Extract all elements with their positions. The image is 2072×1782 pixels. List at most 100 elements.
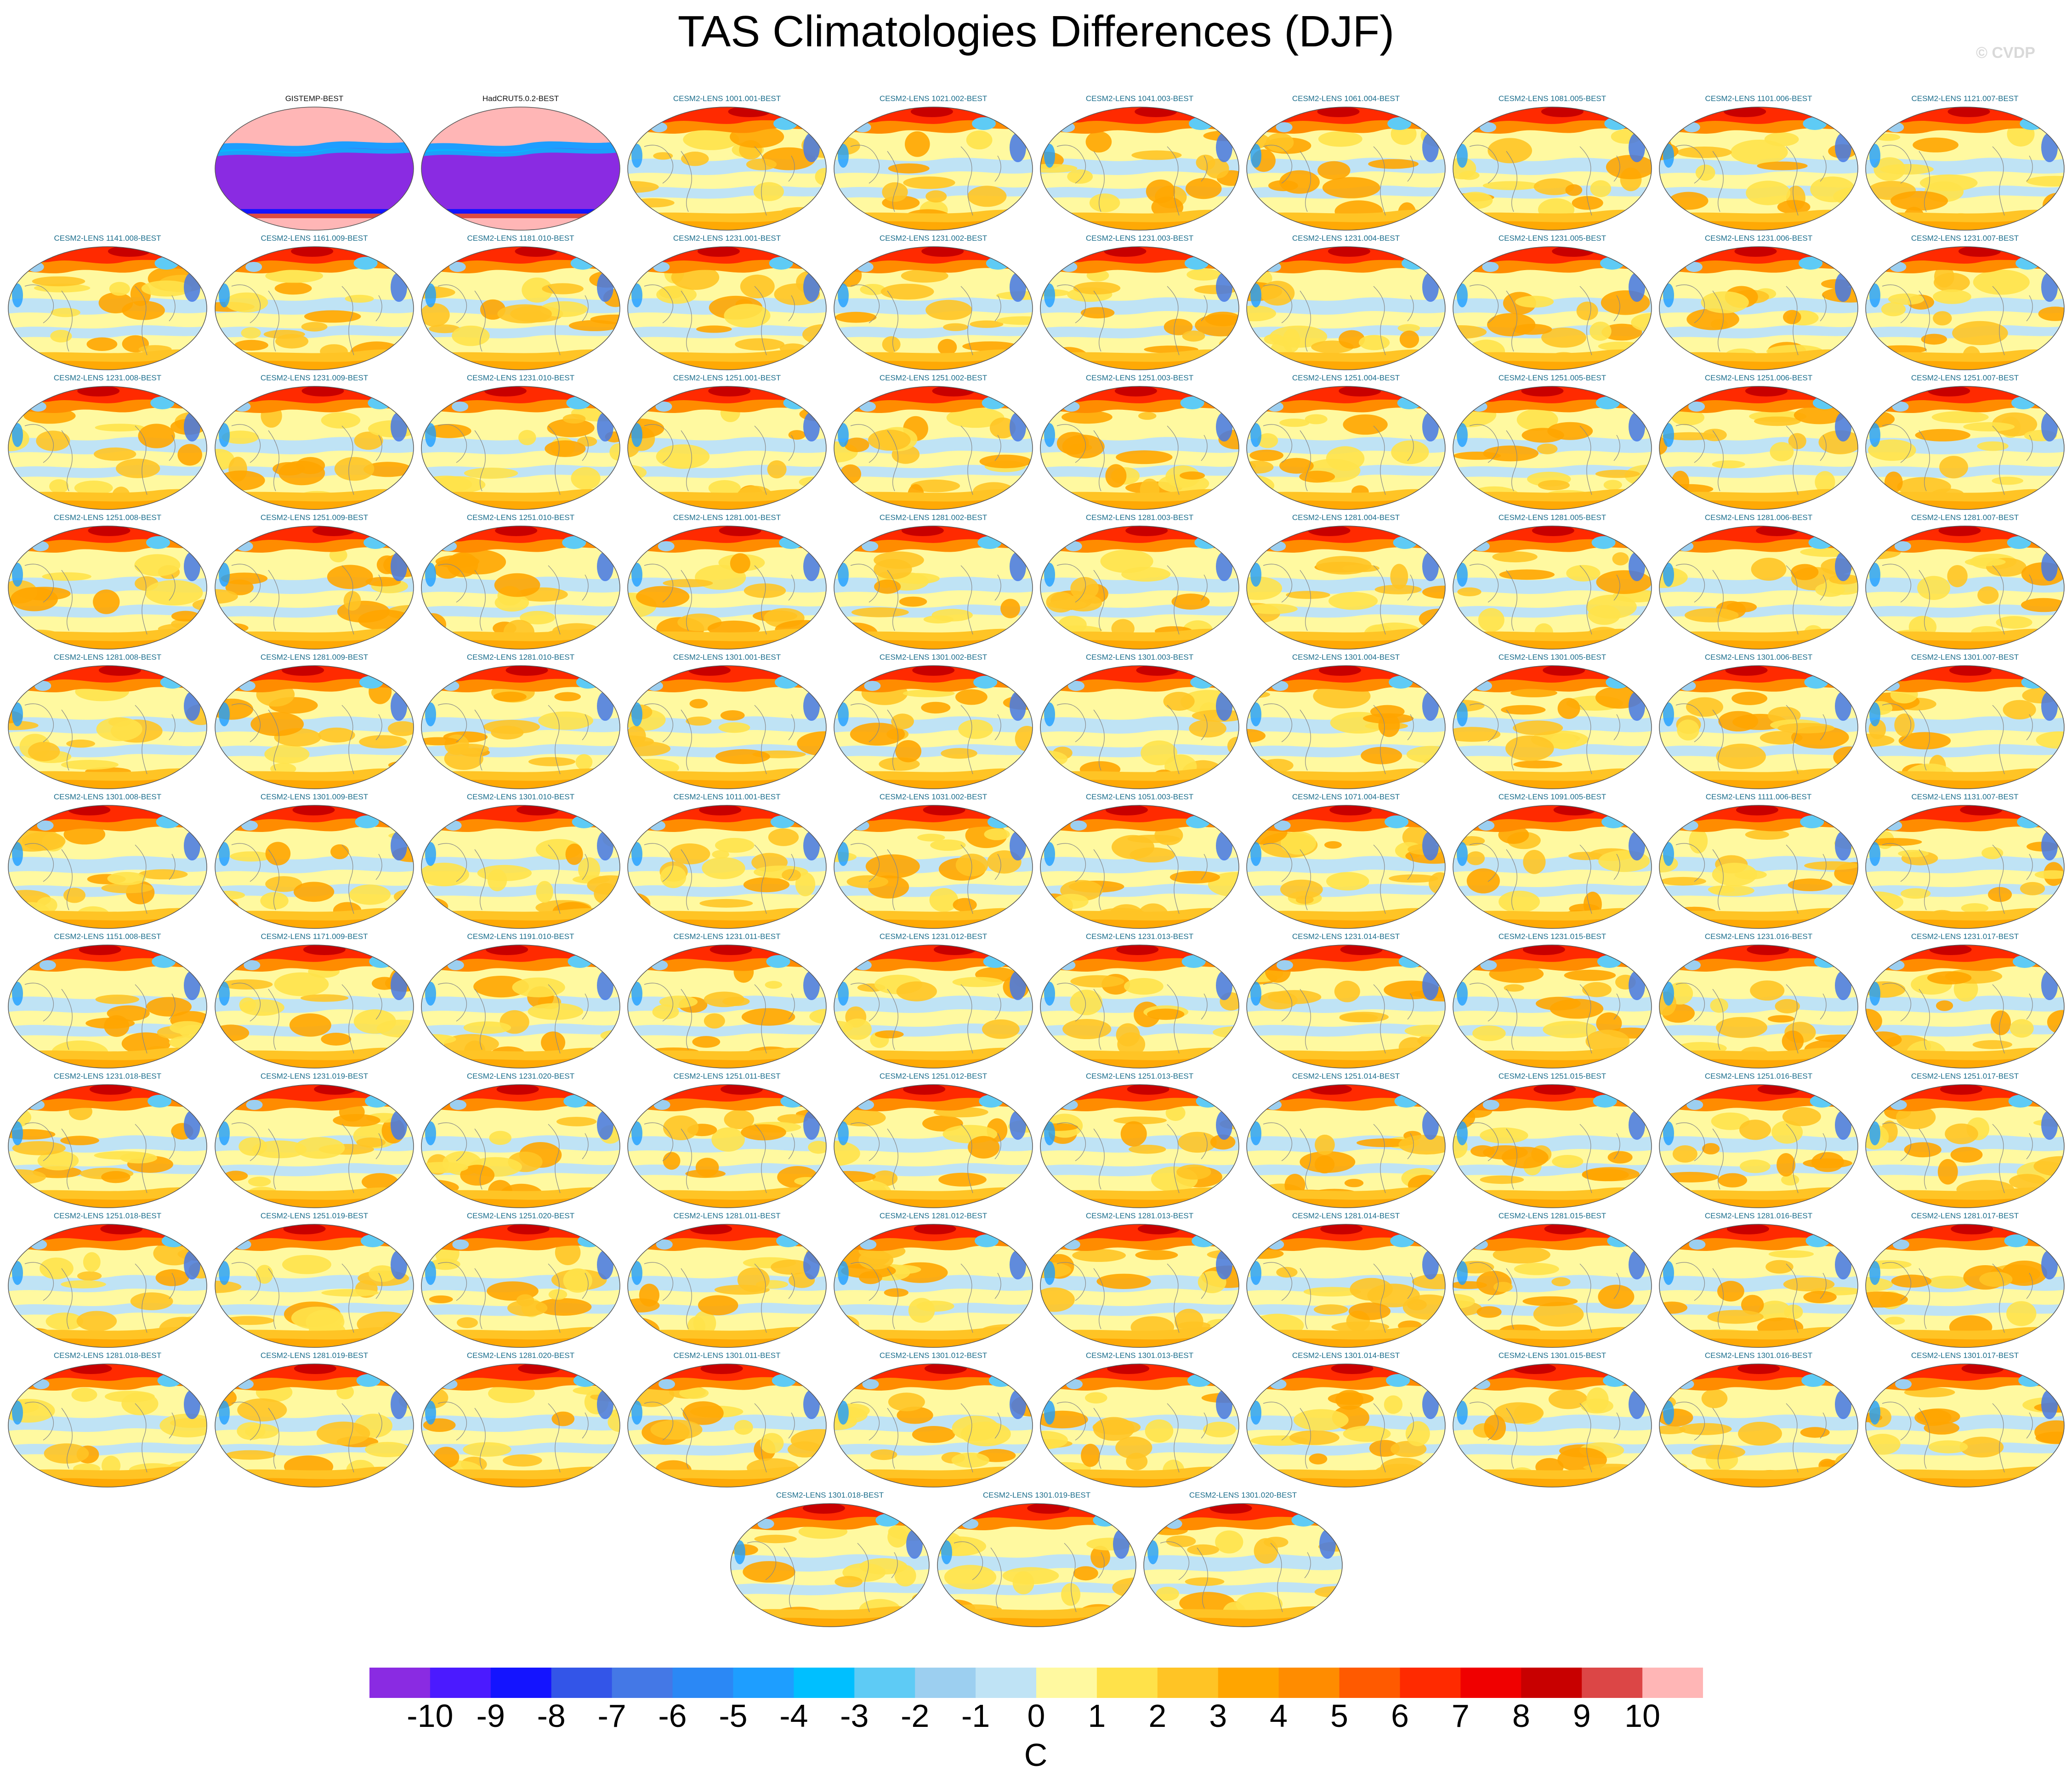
global-map: [1865, 526, 2065, 650]
map-panel: HadCRUT5.0.2-BEST: [420, 94, 622, 232]
map-panel: CESM2-LENS 1281.013-BEST: [1039, 1211, 1241, 1349]
panel-title: CESM2-LENS 1301.010-BEST: [466, 792, 575, 801]
map-panel: CESM2-LENS 1301.019-BEST: [936, 1491, 1138, 1629]
global-map: [1040, 1363, 1239, 1488]
global-map: [1040, 805, 1239, 929]
map-panel: CESM2-LENS 1301.004-BEST: [1245, 653, 1447, 791]
global-map: [1246, 945, 1446, 1069]
map-panel: CESM2-LENS 1281.011-BEST: [626, 1211, 828, 1349]
panel-title: CESM2-LENS 1281.016-BEST: [1704, 1211, 1813, 1220]
panel-title: CESM2-LENS 1231.007-BEST: [1911, 234, 2019, 243]
map-panel: CESM2-LENS 1301.002-BEST: [832, 653, 1034, 791]
panel-title: CESM2-LENS 1251.011-BEST: [673, 1072, 781, 1081]
global-map: [1246, 107, 1446, 231]
global-map: [937, 1503, 1136, 1627]
map-panel: CESM2-LENS 1061.004-BEST: [1245, 94, 1447, 232]
panel-title: CESM2-LENS 1131.007-BEST: [1911, 792, 2019, 801]
map-panel: CESM2-LENS 1071.004-BEST: [1245, 792, 1447, 930]
global-map: [215, 386, 414, 510]
panel-title: CESM2-LENS 1251.017-BEST: [1911, 1072, 2019, 1081]
global-map: [215, 1224, 414, 1348]
global-map: [1453, 526, 1652, 650]
global-map: [1865, 107, 2065, 231]
global-map: [1659, 665, 1858, 789]
global-map: [627, 107, 827, 231]
global-map: [8, 1084, 207, 1208]
map-panel: CESM2-LENS 1231.016-BEST: [1658, 932, 1860, 1070]
map-panel: CESM2-LENS 1281.015-BEST: [1451, 1211, 1653, 1349]
global-map: [1040, 1084, 1239, 1208]
map-panel: CESM2-LENS 1281.009-BEST: [213, 653, 415, 791]
map-panel: CESM2-LENS 1281.005-BEST: [1451, 513, 1653, 651]
map-panel: CESM2-LENS 1101.006-BEST: [1658, 94, 1860, 232]
map-panel: CESM2-LENS 1231.012-BEST: [832, 932, 1034, 1070]
map-panel: CESM2-LENS 1301.008-BEST: [6, 792, 209, 930]
global-map: [1453, 1363, 1652, 1488]
map-panel: CESM2-LENS 1281.019-BEST: [213, 1351, 415, 1489]
panel-title: CESM2-LENS 1151.008-BEST: [54, 932, 161, 941]
global-map: [1040, 665, 1239, 789]
panel-title: CESM2-LENS 1231.014-BEST: [1292, 932, 1400, 941]
global-map: [834, 1224, 1033, 1348]
map-panel: CESM2-LENS 1281.020-BEST: [420, 1351, 622, 1489]
map-panel: CESM2-LENS 1231.002-BEST: [832, 234, 1034, 372]
global-map: [834, 107, 1033, 231]
global-map: [8, 246, 207, 370]
panel-title: CESM2-LENS 1251.008-BEST: [53, 513, 162, 522]
panel-title: CESM2-LENS 1281.006-BEST: [1704, 513, 1813, 522]
panel-title: CESM2-LENS 1281.001-BEST: [673, 513, 781, 522]
panel-title: CESM2-LENS 1061.004-BEST: [1292, 94, 1400, 103]
panel-title: CESM2-LENS 1301.016-BEST: [1704, 1351, 1813, 1360]
colorbar-swatch: [490, 1668, 552, 1698]
global-map: [627, 1084, 827, 1208]
map-panel: CESM2-LENS 1231.006-BEST: [1658, 234, 1860, 372]
map-panel: CESM2-LENS 1081.005-BEST: [1451, 94, 1653, 232]
map-panel: CESM2-LENS 1231.004-BEST: [1245, 234, 1447, 372]
global-map: [1865, 665, 2065, 789]
colorbar-swatch: [1157, 1668, 1219, 1698]
global-map: [215, 1363, 414, 1488]
panel-title: CESM2-LENS 1301.011-BEST: [673, 1351, 781, 1360]
panel-title: CESM2-LENS 1231.010-BEST: [466, 373, 575, 382]
global-map: [421, 1363, 620, 1488]
panel-title: CESM2-LENS 1251.001-BEST: [673, 373, 781, 382]
global-map: [8, 386, 207, 510]
global-map: [1246, 1224, 1446, 1348]
panel-title: CESM2-LENS 1231.012-BEST: [879, 932, 988, 941]
global-map: [1040, 386, 1239, 510]
map-panel: CESM2-LENS 1301.009-BEST: [213, 792, 415, 930]
map-panel: CESM2-LENS 1191.010-BEST: [420, 932, 622, 1070]
global-map: [1659, 386, 1858, 510]
map-panel: CESM2-LENS 1041.003-BEST: [1039, 94, 1241, 232]
global-map: [8, 1224, 207, 1348]
panel-title: CESM2-LENS 1281.010-BEST: [466, 653, 575, 662]
global-map: [421, 805, 620, 929]
map-panel: CESM2-LENS 1231.011-BEST: [626, 932, 828, 1070]
global-map: [215, 526, 414, 650]
map-panel: CESM2-LENS 1231.001-BEST: [626, 234, 828, 372]
colorbar: [369, 1668, 1703, 1698]
colorbar-swatch: [733, 1668, 794, 1698]
global-map: [1865, 805, 2065, 929]
panel-title: CESM2-LENS 1281.014-BEST: [1292, 1211, 1400, 1220]
panel-title: CESM2-LENS 1231.018-BEST: [53, 1072, 162, 1081]
panel-title: CESM2-LENS 1301.005-BEST: [1498, 653, 1607, 662]
map-panel: CESM2-LENS 1251.018-BEST: [6, 1211, 209, 1349]
global-map: [834, 665, 1033, 789]
map-panel: CESM2-LENS 1281.001-BEST: [626, 513, 828, 651]
map-panel: CESM2-LENS 1011.001-BEST: [626, 792, 828, 930]
global-map: [1865, 1363, 2065, 1488]
map-panel: CESM2-LENS 1251.015-BEST: [1451, 1072, 1653, 1210]
map-panel: CESM2-LENS 1231.018-BEST: [6, 1072, 209, 1210]
panel-title: CESM2-LENS 1281.012-BEST: [879, 1211, 988, 1220]
map-panel: CESM2-LENS 1301.010-BEST: [420, 792, 622, 930]
panel-title: CESM2-LENS 1251.009-BEST: [260, 513, 369, 522]
map-panel: CESM2-LENS 1251.006-BEST: [1658, 373, 1860, 511]
global-map: [1453, 246, 1652, 370]
watermark-text: © CVDP: [1976, 44, 2035, 62]
global-map: [421, 526, 620, 650]
global-map: [8, 526, 207, 650]
map-panel: CESM2-LENS 1281.018-BEST: [6, 1351, 209, 1489]
panel-title: CESM2-LENS 1301.001-BEST: [673, 653, 781, 662]
